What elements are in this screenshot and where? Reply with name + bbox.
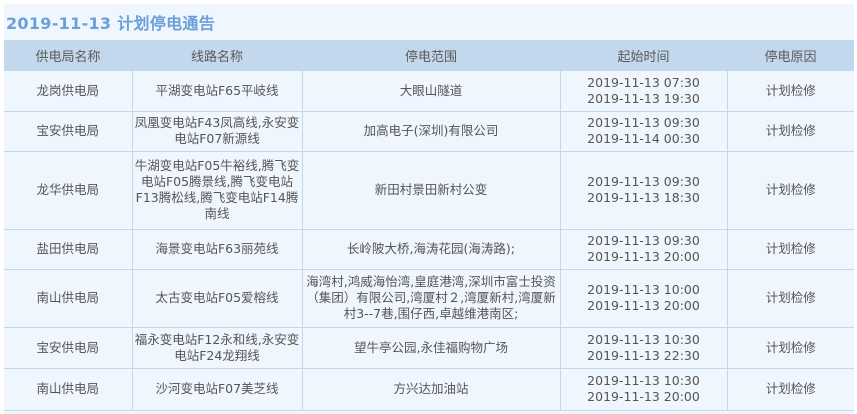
bureau-cell: 南山供电局	[4, 368, 133, 411]
start-time: 2019-11-13 10:00	[587, 282, 700, 297]
notice-panel: 2019-11-13 计划停电通告 供电局名称 线路名称 停电范围 起始时间 停…	[4, 4, 854, 414]
reason-cell: 计划检修	[726, 327, 854, 369]
table-row: 南山供电局 太古变电站F05爱榕线 海湾村,鸿威海怡湾,皇庭港湾,深圳市富士投资（集…	[4, 269, 854, 328]
table-row: 宝安供电局 凤凰变电站F43凤高线,永安变电站F07新源线 加高电子(深圳)有限公司…	[4, 111, 854, 152]
end-time: 2019-11-13 20:00	[587, 389, 700, 404]
end-time: 2019-11-13 19:30	[587, 90, 700, 106]
header-line: 线路名称	[132, 40, 302, 71]
line-cell: 平湖变电站F65平岐线	[131, 71, 303, 112]
start-time: 2019-11-13 09:30	[587, 115, 700, 130]
reason-cell: 计划检修	[726, 151, 854, 230]
reason-cell: 计划检修	[726, 71, 854, 112]
line-cell: 太古变电站F05爱榕线	[131, 269, 303, 328]
line-cell: 沙河变电站F07美芝线	[131, 368, 303, 411]
header-reason: 停电原因	[727, 40, 854, 71]
time-cell: 2019-11-13 07:30 2019-11-13 19:30	[559, 71, 728, 112]
header-area: 停电范围	[302, 40, 560, 71]
bureau-cell: 南山供电局	[4, 269, 133, 328]
header-time: 起始时间	[560, 40, 727, 71]
time-cell: 2019-11-13 09:30 2019-11-13 20:00	[559, 229, 728, 270]
table-row: 龙岗供电局 平湖变电站F65平岐线 大眼山隧道 2019-11-13 07:30 201…	[4, 71, 854, 112]
area-cell: 海湾村,鸿威海怡湾,皇庭港湾,深圳市富士投资（集团）有限公司,湾厦村２,湾厦新村…	[301, 269, 561, 328]
reason-cell: 计划检修	[726, 111, 854, 152]
area-cell: 望牛亭公园,永佳福购物广场	[301, 327, 561, 369]
table-row: 龙华供电局 牛湖变电站F05牛裕线,腾飞变电站F05腾景线,腾飞变电站F13腾松线…	[4, 151, 854, 230]
outage-table: 供电局名称 线路名称 停电范围 起始时间 停电原因 龙岗供电局 平湖变电站F65平…	[4, 40, 854, 411]
line-cell: 福永变电站F12永和线,永安变电站F24龙翔线	[131, 327, 303, 369]
reason-cell: 计划检修	[726, 229, 854, 270]
table-row: 南山供电局 沙河变电站F07美芝线 方兴达加油站 2019-11-13 10:30 20…	[4, 368, 854, 411]
bureau-cell: 宝安供电局	[4, 327, 133, 369]
reason-cell: 计划检修	[726, 368, 854, 411]
area-cell: 方兴达加油站	[301, 368, 561, 411]
area-cell: 长岭陂大桥,海涛花园(海涛路);	[301, 229, 561, 270]
start-time: 2019-11-13 10:30	[587, 331, 700, 347]
reason-cell: 计划检修	[726, 269, 854, 328]
bureau-cell: 龙岗供电局	[4, 71, 133, 112]
line-cell: 牛湖变电站F05牛裕线,腾飞变电站F05腾景线,腾飞变电站F13腾松线,腾飞变电…	[131, 151, 303, 230]
time-cell: 2019-11-13 09:30 2019-11-14 00:30	[559, 111, 728, 152]
start-time: 2019-11-13 07:30	[587, 74, 700, 90]
page-title: 2019-11-13 计划停电通告	[6, 14, 216, 33]
header-bureau: 供电局名称	[4, 40, 132, 71]
bureau-cell: 盐田供电局	[4, 229, 133, 270]
line-cell: 海景变电站F63丽苑线	[131, 229, 303, 270]
area-cell: 加高电子(深圳)有限公司	[301, 111, 561, 152]
table-row: 宝安供电局 福永变电站F12永和线,永安变电站F24龙翔线 望牛亭公园,永佳福购物广…	[4, 327, 854, 369]
time-cell: 2019-11-13 10:00 2019-11-13 20:00	[559, 269, 728, 328]
line-cell: 凤凰变电站F43凤高线,永安变电站F07新源线	[131, 111, 303, 152]
area-cell: 新田村景田新村公变	[301, 151, 561, 230]
end-time: 2019-11-14 00:30	[587, 131, 700, 146]
time-cell: 2019-11-13 10:30 2019-11-13 20:00	[559, 368, 728, 411]
bureau-cell: 龙华供电局	[4, 151, 133, 230]
end-time: 2019-11-13 20:00	[587, 298, 700, 313]
end-time: 2019-11-13 22:30	[587, 347, 700, 363]
table-header: 供电局名称 线路名称 停电范围 起始时间 停电原因	[4, 40, 854, 71]
time-cell: 2019-11-13 09:30 2019-11-13 18:30	[559, 151, 728, 230]
table-row: 盐田供电局 海景变电站F63丽苑线 长岭陂大桥,海涛花园(海涛路); 2019-11-…	[4, 229, 854, 270]
time-cell: 2019-11-13 10:30 2019-11-13 22:30	[559, 327, 728, 369]
start-time: 2019-11-13 09:30	[587, 174, 700, 189]
bureau-cell: 宝安供电局	[4, 111, 133, 152]
area-cell: 大眼山隧道	[301, 71, 561, 112]
start-time: 2019-11-13 09:30	[587, 233, 700, 248]
end-time: 2019-11-13 20:00	[587, 249, 700, 264]
end-time: 2019-11-13 18:30	[587, 190, 700, 205]
start-time: 2019-11-13 10:30	[587, 373, 700, 388]
